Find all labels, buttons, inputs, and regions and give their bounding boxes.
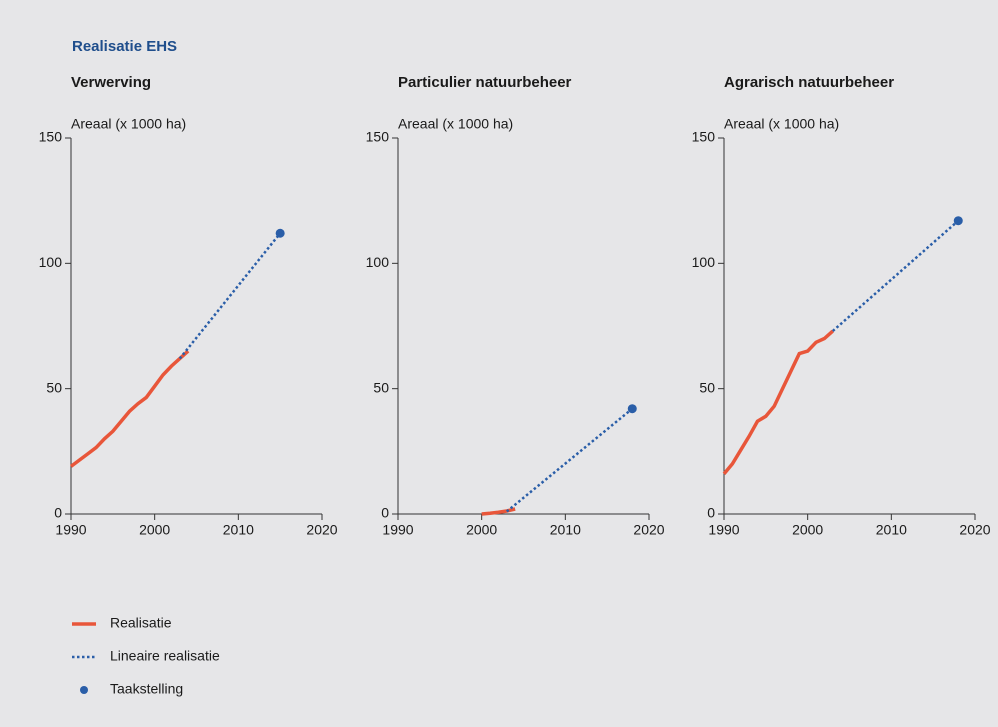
y-tick-label: 50	[373, 379, 389, 395]
y-tick-label: 100	[692, 254, 716, 270]
marker	[953, 216, 963, 226]
chart-title: Agrarisch natuurbeheer	[724, 74, 894, 91]
y-tick-label: 150	[39, 129, 63, 145]
chart-title: Particulier natuurbeheer	[398, 74, 572, 91]
x-tick-label: 2010	[223, 522, 254, 538]
marker	[627, 404, 637, 414]
x-tick-label: 1990	[382, 522, 413, 538]
x-tick-label: 1990	[708, 522, 739, 538]
series-line	[831, 219, 960, 332]
y-tick-label: 100	[366, 254, 390, 270]
y-tick-label: 0	[381, 505, 389, 521]
series-line	[722, 329, 834, 476]
legend-label: Realisatie	[110, 615, 172, 631]
figure-title: Realisatie EHS	[72, 38, 177, 55]
series-line	[178, 232, 282, 360]
chart-title: Verwerving	[71, 74, 151, 91]
y-tick-label: 150	[692, 129, 716, 145]
y-axis-label: Areaal (x 1000 ha)	[71, 116, 186, 132]
x-tick-label: 2020	[306, 522, 337, 538]
x-tick-label: 2000	[792, 522, 823, 538]
y-tick-label: 50	[699, 379, 715, 395]
y-tick-label: 150	[366, 129, 390, 145]
x-tick-label: 2020	[633, 522, 664, 538]
x-tick-label: 2010	[550, 522, 581, 538]
marker	[275, 228, 285, 238]
y-tick-label: 100	[39, 254, 63, 270]
y-axis-label: Areaal (x 1000 ha)	[398, 116, 513, 132]
series-line	[69, 349, 190, 468]
y-axis-label: Areaal (x 1000 ha)	[724, 116, 839, 132]
x-tick-label: 2000	[139, 522, 170, 538]
y-tick-label: 0	[54, 505, 62, 521]
y-tick-label: 0	[707, 505, 715, 521]
x-tick-label: 2020	[959, 522, 990, 538]
y-tick-label: 50	[46, 379, 62, 395]
x-tick-label: 2010	[876, 522, 907, 538]
x-tick-label: 1990	[55, 522, 86, 538]
legend-swatch	[80, 686, 88, 694]
series-line	[505, 407, 634, 513]
legend-label: Lineaire realisatie	[110, 648, 220, 664]
x-tick-label: 2000	[466, 522, 497, 538]
series-line	[481, 507, 516, 516]
legend-label: Taakstelling	[110, 681, 183, 697]
